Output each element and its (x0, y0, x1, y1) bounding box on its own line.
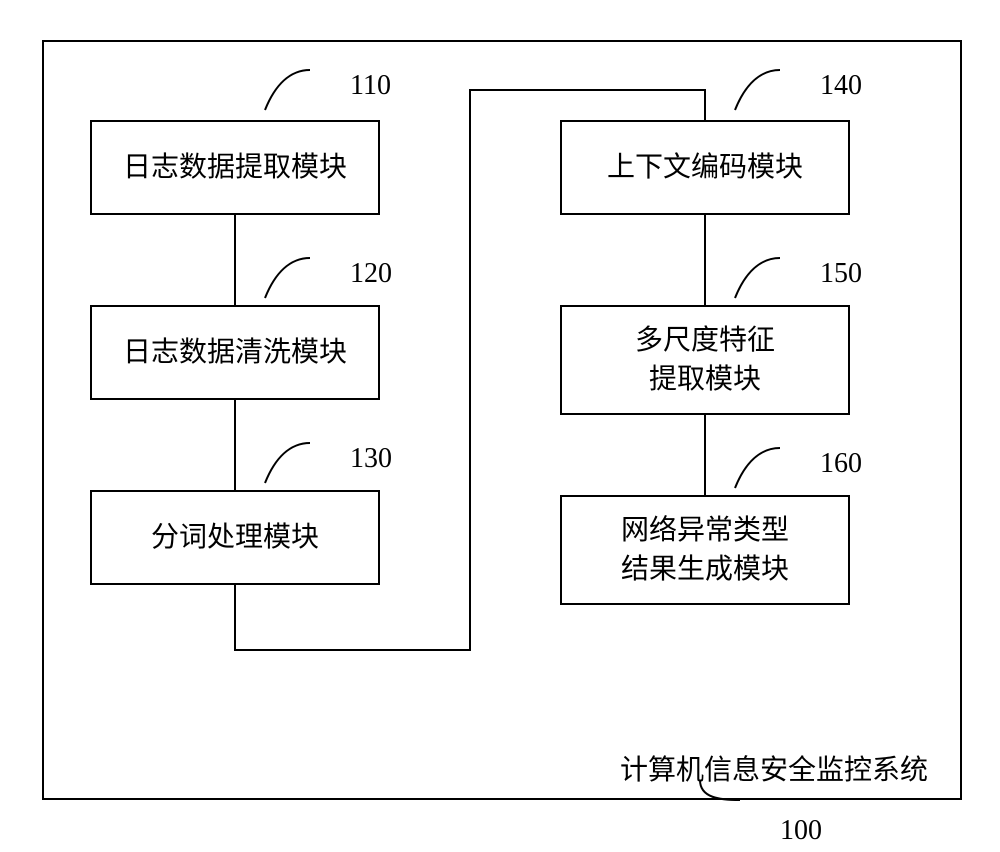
module-n110: 日志数据提取模块 (90, 120, 380, 215)
module-label: 网络异常类型 结果生成模块 (621, 511, 789, 589)
module-label: 多尺度特征 提取模块 (635, 321, 775, 399)
system-title: 计算机信息安全监控系统 (620, 748, 928, 788)
module-label: 分词处理模块 (151, 518, 319, 557)
system-ref-number: 100 (780, 815, 822, 847)
ref-label-150: 150 (820, 258, 862, 290)
module-n120: 日志数据清洗模块 (90, 305, 380, 400)
ref-label-130: 130 (350, 443, 392, 475)
module-label: 上下文编码模块 (607, 148, 803, 187)
ref-label-140: 140 (820, 70, 862, 102)
module-n130: 分词处理模块 (90, 490, 380, 585)
ref-label-160: 160 (820, 448, 862, 480)
module-n160: 网络异常类型 结果生成模块 (560, 495, 850, 605)
ref-label-110: 110 (350, 70, 391, 102)
ref-label-120: 120 (350, 258, 392, 290)
module-label: 日志数据清洗模块 (123, 333, 347, 372)
module-label: 日志数据提取模块 (123, 148, 347, 187)
module-n150: 多尺度特征 提取模块 (560, 305, 850, 415)
diagram-canvas: 计算机信息安全监控系统 100 日志数据提取模块 110 日志数据清洗模块 120 分词… (0, 0, 1000, 852)
module-n140: 上下文编码模块 (560, 120, 850, 215)
